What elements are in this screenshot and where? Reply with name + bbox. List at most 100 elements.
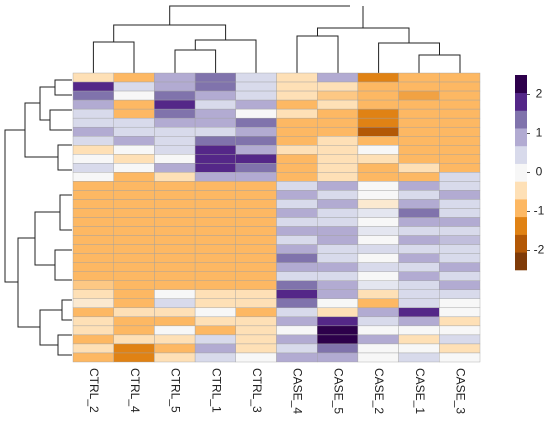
column-label: CTRL_3 xyxy=(250,368,264,413)
heatmap-cell xyxy=(439,81,481,92)
heatmap-cell xyxy=(194,108,237,119)
heatmap-cell xyxy=(398,99,440,110)
heatmap-cell xyxy=(194,72,237,83)
heatmap-cell xyxy=(357,298,399,309)
heatmap-cell xyxy=(439,334,481,345)
heatmap-cell xyxy=(154,136,196,146)
heatmap-cell xyxy=(276,235,318,245)
heatmap-cell xyxy=(235,136,277,146)
heatmap-cell xyxy=(72,325,114,336)
heatmap-cell xyxy=(113,99,155,110)
heatmap-cell xyxy=(357,172,399,182)
heatmap-cell xyxy=(235,208,277,218)
heatmap-cell xyxy=(72,208,114,218)
heatmap-cell xyxy=(194,262,237,272)
heatmap-cell xyxy=(357,325,399,336)
heatmap-cell xyxy=(276,99,318,110)
heatmap-cell xyxy=(276,352,318,363)
heatmap-cell xyxy=(398,181,440,191)
heatmap-cell xyxy=(398,235,440,245)
heatmap-cell xyxy=(194,163,237,173)
heatmap-cell xyxy=(276,316,318,327)
heatmap-cell xyxy=(72,172,114,182)
legend-swatch xyxy=(515,199,527,218)
heatmap-cell xyxy=(357,289,399,299)
heatmap-cell xyxy=(276,280,318,290)
heatmap-cell xyxy=(154,298,196,309)
heatmap-cell xyxy=(154,262,196,272)
heatmap-cell xyxy=(113,325,155,336)
heatmap-cell xyxy=(439,163,481,173)
heatmap-cell xyxy=(276,262,318,272)
heatmap-cell xyxy=(235,72,277,83)
heatmap-cell xyxy=(194,217,237,227)
heatmap-cell xyxy=(317,163,359,173)
heatmap-cell xyxy=(72,163,114,173)
legend-swatch xyxy=(515,145,527,164)
heatmap-cell xyxy=(276,81,318,92)
heatmap-cell xyxy=(357,217,399,227)
heatmap-cell xyxy=(398,108,440,119)
heatmap-cell xyxy=(72,271,114,281)
heatmap-cell xyxy=(357,163,399,173)
heatmap-cell xyxy=(398,190,440,200)
heatmap-cell xyxy=(72,190,114,200)
heatmap-cell xyxy=(276,117,318,128)
heatmap-cell xyxy=(276,136,318,146)
heatmap-cell xyxy=(113,262,155,272)
column-label: CASE_1 xyxy=(413,368,427,414)
heatmap-cell xyxy=(194,154,237,164)
heatmap-cell xyxy=(235,181,277,191)
heatmap-cell xyxy=(439,90,481,101)
heatmap-cell xyxy=(72,262,114,272)
heatmap-cell xyxy=(113,199,155,209)
heatmap-cell xyxy=(317,117,359,128)
heatmap-cell xyxy=(357,226,399,236)
heatmap-cell xyxy=(154,117,196,128)
heatmap-cell xyxy=(317,199,359,209)
heatmap-cell xyxy=(194,99,237,110)
heatmap-cell xyxy=(194,271,237,281)
heatmap-cell xyxy=(439,298,481,309)
heatmap-cell xyxy=(194,289,237,299)
heatmap-cell xyxy=(357,99,399,110)
legend-swatch xyxy=(515,181,527,200)
heatmap-cell xyxy=(235,262,277,272)
heatmap-cell xyxy=(317,226,359,236)
heatmap-cell xyxy=(154,316,196,327)
legend-swatch xyxy=(515,92,527,111)
heatmap-cell xyxy=(439,316,481,327)
heatmap-cell xyxy=(357,126,399,137)
heatmap-cell xyxy=(113,217,155,227)
heatmap-cell xyxy=(235,81,277,92)
heatmap-cell xyxy=(276,199,318,209)
heatmap-cell xyxy=(357,145,399,155)
heatmap-cell xyxy=(276,271,318,281)
heatmap-cell xyxy=(398,172,440,182)
heatmap-cell xyxy=(235,126,277,137)
legend-tick-label: -1 xyxy=(534,204,545,218)
heatmap-cell xyxy=(72,199,114,209)
heatmap-cell xyxy=(72,81,114,92)
heatmap-cell xyxy=(398,226,440,236)
heatmap-cell xyxy=(154,163,196,173)
heatmap-cell xyxy=(317,298,359,309)
heatmap-cell xyxy=(276,126,318,137)
heatmap-cell xyxy=(276,108,318,119)
heatmap-cell xyxy=(72,90,114,101)
column-label: CASE_3 xyxy=(453,368,467,414)
heatmap-cell xyxy=(317,262,359,272)
heatmap-cell xyxy=(154,181,196,191)
heatmap-cell xyxy=(194,190,237,200)
heatmap-cell xyxy=(113,334,155,345)
heatmap-cell xyxy=(276,307,318,318)
heatmap-cell xyxy=(357,343,399,354)
heatmap-cell xyxy=(113,298,155,309)
heatmap-cell xyxy=(276,226,318,236)
heatmap-cell xyxy=(276,154,318,164)
heatmap-cell xyxy=(357,136,399,146)
heatmap-cell xyxy=(317,181,359,191)
heatmap-cell xyxy=(72,136,114,146)
heatmap-cell xyxy=(439,352,481,363)
heatmap-cell xyxy=(235,307,277,318)
